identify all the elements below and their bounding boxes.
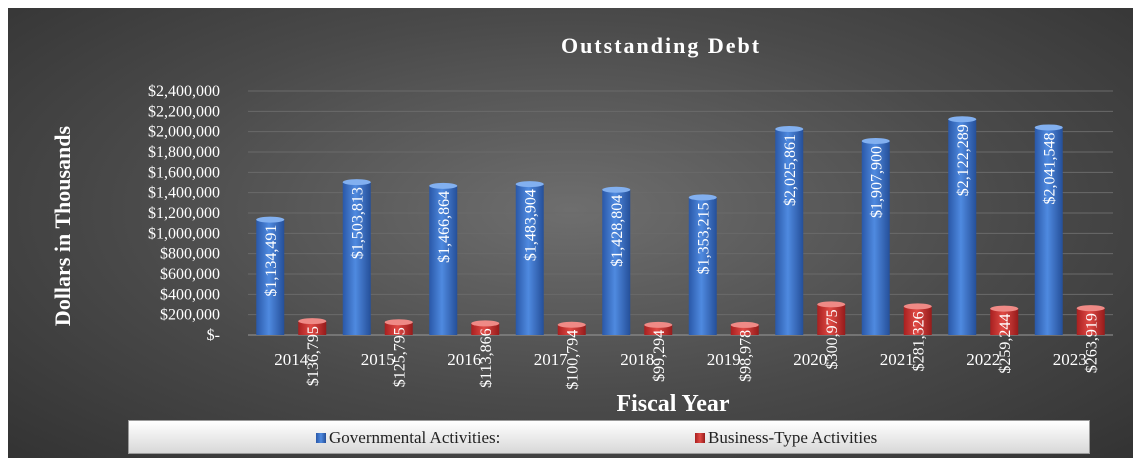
x-tick-label: 2023 bbox=[1053, 350, 1087, 369]
data-label-business: $100,794 bbox=[565, 330, 582, 390]
data-label-business: $99,294 bbox=[651, 330, 668, 382]
data-label-governmental: $1,466,864 bbox=[436, 191, 453, 263]
bar-business-top bbox=[298, 318, 327, 325]
bar-governmental bbox=[429, 185, 458, 335]
y-tick-label: $2,400,000 bbox=[148, 83, 220, 100]
legend-item-business: Business-Type Activities bbox=[695, 428, 877, 448]
bar-governmental-top bbox=[256, 216, 285, 223]
bar-business bbox=[298, 321, 327, 335]
y-tick-label: $800,000 bbox=[160, 246, 220, 263]
bar-governmental bbox=[256, 219, 285, 335]
bar-business-top bbox=[903, 303, 932, 310]
bar-business bbox=[1076, 308, 1105, 335]
y-tick-label: $1,400,000 bbox=[148, 185, 220, 202]
bar-governmental bbox=[342, 182, 371, 335]
y-tick-label: $2,200,000 bbox=[148, 103, 220, 120]
data-label-business: $300,975 bbox=[824, 309, 841, 369]
data-label-business: $98,978 bbox=[738, 330, 755, 382]
data-label-business: $259,244 bbox=[997, 314, 1014, 374]
x-tick-label: 2014 bbox=[274, 350, 309, 369]
y-tick-label: $1,800,000 bbox=[148, 144, 220, 161]
x-tick-label: 2017 bbox=[534, 350, 569, 369]
y-tick-label: $1,200,000 bbox=[148, 205, 220, 222]
chart-canvas: $- $200,000 $400,000 $600,000 $800,000 $1,000… bbox=[50, 33, 1113, 417]
chart-title: Outstanding Debt bbox=[561, 33, 761, 58]
data-label-governmental: $2,041,548 bbox=[1042, 132, 1059, 204]
data-label-governmental: $2,025,861 bbox=[782, 134, 799, 206]
legend-label-governmental: Governmental Activities: bbox=[329, 428, 501, 447]
bar-business-top bbox=[817, 301, 846, 308]
data-label-governmental: $2,122,289 bbox=[955, 124, 972, 196]
bar-business bbox=[644, 324, 673, 335]
bar-governmental-top bbox=[602, 186, 631, 193]
bar-governmental-top bbox=[861, 138, 890, 145]
x-tick-label: 2020 bbox=[793, 350, 827, 369]
bar-governmental bbox=[948, 119, 977, 336]
y-tick-label: $600,000 bbox=[160, 266, 220, 283]
bar-business-top bbox=[990, 305, 1019, 312]
bar-business-top bbox=[644, 321, 673, 328]
legend-swatch-blue bbox=[316, 433, 326, 443]
bar-governmental-top bbox=[1034, 124, 1063, 131]
bar-business bbox=[903, 306, 932, 335]
chart-area: $- $200,000 $400,000 $600,000 $800,000 $1,000… bbox=[8, 8, 1133, 458]
y-tick-label: $- bbox=[207, 327, 220, 344]
data-label-governmental: $1,353,215 bbox=[696, 202, 713, 274]
data-label-business: $125,795 bbox=[392, 327, 409, 387]
data-label-business: $263,919 bbox=[1084, 313, 1101, 373]
x-tick-label: 2019 bbox=[707, 350, 741, 369]
bar-governmental bbox=[861, 141, 890, 335]
y-tick-label: $2,000,000 bbox=[148, 124, 220, 141]
bar-governmental-top bbox=[429, 182, 458, 189]
bar-business bbox=[730, 324, 759, 335]
bar-business bbox=[557, 324, 586, 335]
data-label-business: $281,326 bbox=[911, 311, 928, 371]
data-label-governmental: $1,134,491 bbox=[263, 225, 280, 297]
data-label-business: $113,866 bbox=[478, 328, 495, 387]
bar-governmental-top bbox=[948, 116, 977, 123]
bar-business-top bbox=[557, 321, 586, 328]
data-label-governmental: $1,503,813 bbox=[350, 187, 367, 259]
bar-governmental-top bbox=[342, 179, 371, 186]
bar-governmental bbox=[688, 197, 717, 335]
bar-governmental-top bbox=[775, 126, 804, 133]
bar-governmental bbox=[515, 184, 544, 335]
x-tick-label: 2016 bbox=[447, 350, 481, 369]
bar-business bbox=[817, 304, 846, 335]
legend-item-governmental: Governmental Activities: bbox=[316, 428, 500, 448]
y-tick-label: $200,000 bbox=[160, 307, 220, 324]
bar-governmental-top bbox=[688, 194, 717, 201]
bar-business bbox=[990, 308, 1019, 335]
legend: Governmental Activities: Business-Type A… bbox=[128, 420, 1090, 454]
x-tick-label: 2022 bbox=[966, 350, 1000, 369]
data-label-governmental: $1,428,804 bbox=[609, 195, 626, 267]
legend-swatch-red bbox=[695, 433, 705, 443]
bar-business bbox=[384, 322, 413, 335]
data-label-governmental: $1,907,900 bbox=[869, 146, 886, 218]
bar-governmental bbox=[602, 189, 631, 335]
y-axis-title: Dollars in Thousands bbox=[50, 126, 75, 327]
bar-business-top bbox=[384, 319, 413, 326]
y-tick-label: $400,000 bbox=[160, 286, 220, 303]
bar-governmental bbox=[775, 129, 804, 335]
x-tick-label: 2015 bbox=[361, 350, 395, 369]
x-axis-title: Fiscal Year bbox=[616, 391, 729, 417]
legend-label-business: Business-Type Activities bbox=[708, 428, 878, 447]
y-tick-label: $1,600,000 bbox=[148, 164, 220, 181]
x-tick-label: 2021 bbox=[880, 350, 914, 369]
x-tick-label: 2018 bbox=[620, 350, 654, 369]
bar-business-top bbox=[730, 321, 759, 328]
bar-business bbox=[471, 323, 500, 335]
bar-business-top bbox=[1076, 305, 1105, 312]
y-tick-label: $1,000,000 bbox=[148, 225, 220, 242]
data-label-governmental: $1,483,904 bbox=[523, 189, 540, 261]
bar-business-top bbox=[471, 320, 500, 327]
data-label-business: $136,795 bbox=[305, 326, 322, 386]
bar-governmental-top bbox=[515, 181, 544, 188]
bar-governmental bbox=[1034, 127, 1063, 335]
